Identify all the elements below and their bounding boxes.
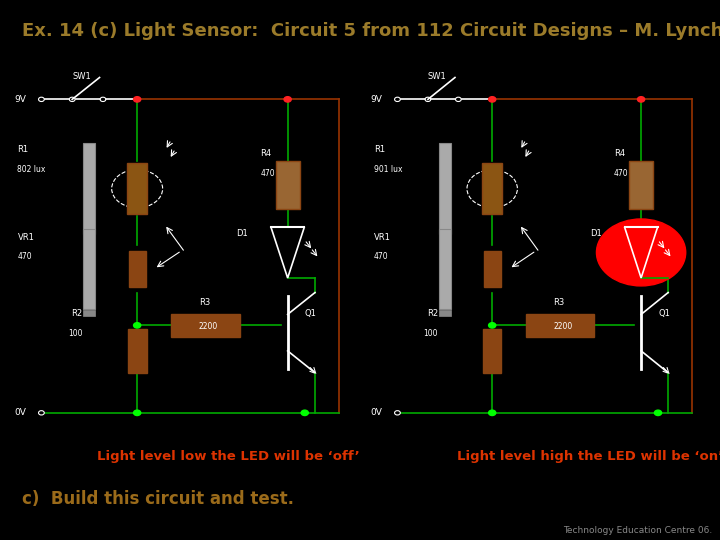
FancyBboxPatch shape — [439, 229, 451, 309]
Text: 0V: 0V — [14, 408, 26, 417]
Text: 100: 100 — [423, 329, 438, 338]
Circle shape — [134, 97, 141, 102]
Circle shape — [637, 97, 644, 102]
Text: c)  Build this circuit and test.: c) Build this circuit and test. — [22, 490, 294, 509]
Text: R2: R2 — [71, 309, 82, 318]
Text: 100: 100 — [68, 329, 82, 338]
FancyBboxPatch shape — [129, 251, 145, 287]
Circle shape — [596, 219, 685, 286]
Text: Q1: Q1 — [658, 309, 670, 318]
Text: R3: R3 — [553, 298, 564, 307]
Text: VR1: VR1 — [374, 233, 391, 241]
Text: Ex. 14 (c) Light Sensor:  Circuit 5 from 112 Circuit Designs – M. Lynch: Ex. 14 (c) Light Sensor: Circuit 5 from … — [22, 22, 720, 39]
FancyBboxPatch shape — [84, 143, 95, 234]
Text: 9V: 9V — [14, 95, 26, 104]
Text: D1: D1 — [590, 229, 602, 238]
Circle shape — [284, 97, 291, 102]
FancyBboxPatch shape — [526, 314, 594, 337]
Text: 470: 470 — [374, 252, 388, 261]
Text: R1: R1 — [374, 145, 385, 154]
Text: 470: 470 — [261, 168, 275, 178]
Circle shape — [134, 410, 141, 416]
Text: R2: R2 — [427, 309, 438, 318]
Circle shape — [654, 410, 662, 416]
Text: D1: D1 — [236, 229, 248, 238]
Text: R1: R1 — [17, 145, 29, 154]
FancyBboxPatch shape — [127, 163, 148, 214]
Text: 2200: 2200 — [553, 322, 572, 330]
Text: R3: R3 — [199, 298, 210, 307]
Text: Light level low the LED will be ‘off’: Light level low the LED will be ‘off’ — [97, 450, 360, 463]
Text: R4: R4 — [261, 148, 271, 158]
FancyBboxPatch shape — [84, 309, 95, 316]
Text: 901 lux: 901 lux — [374, 165, 402, 174]
Text: 0V: 0V — [370, 408, 382, 417]
Circle shape — [134, 322, 141, 328]
FancyBboxPatch shape — [439, 309, 451, 316]
Circle shape — [489, 97, 496, 102]
FancyBboxPatch shape — [276, 161, 300, 208]
Text: 9V: 9V — [370, 95, 382, 104]
Circle shape — [489, 322, 496, 328]
Text: Technology Education Centre 06.: Technology Education Centre 06. — [564, 525, 713, 535]
FancyBboxPatch shape — [439, 143, 451, 234]
Circle shape — [489, 410, 496, 416]
Text: 470: 470 — [17, 252, 32, 261]
FancyBboxPatch shape — [171, 314, 240, 337]
Text: Q1: Q1 — [305, 309, 317, 318]
Text: R4: R4 — [614, 148, 625, 158]
FancyBboxPatch shape — [482, 163, 503, 214]
Text: 802 lux: 802 lux — [17, 165, 46, 174]
Text: SW1: SW1 — [72, 72, 91, 81]
FancyBboxPatch shape — [483, 329, 502, 373]
FancyBboxPatch shape — [84, 229, 95, 309]
FancyBboxPatch shape — [127, 329, 147, 373]
Circle shape — [301, 410, 308, 416]
Text: 470: 470 — [614, 168, 629, 178]
Text: Light level high the LED will be ‘on’: Light level high the LED will be ‘on’ — [457, 450, 720, 463]
FancyBboxPatch shape — [629, 161, 653, 208]
Text: SW1: SW1 — [428, 72, 446, 81]
Text: 2200: 2200 — [199, 322, 218, 330]
FancyBboxPatch shape — [484, 251, 500, 287]
Text: VR1: VR1 — [17, 233, 35, 241]
